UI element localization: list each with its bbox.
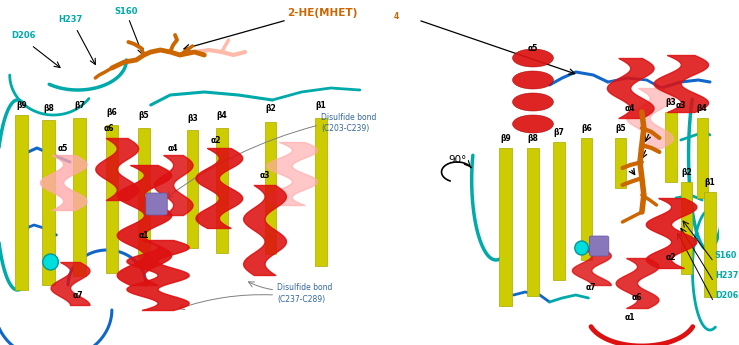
Text: α1: α1 [139, 230, 149, 239]
Text: β8: β8 [43, 104, 54, 112]
Bar [137, 128, 150, 266]
Text: β1: β1 [316, 100, 327, 109]
Text: α6: α6 [103, 124, 115, 132]
Text: β2: β2 [265, 104, 276, 112]
FancyBboxPatch shape [146, 193, 167, 215]
Text: Disulfide bond: Disulfide bond [277, 283, 333, 292]
Bar [216, 128, 228, 253]
Text: α5: α5 [528, 43, 538, 52]
Bar [106, 125, 118, 273]
Ellipse shape [513, 71, 554, 89]
Text: H237: H237 [715, 271, 738, 280]
Bar [554, 142, 565, 280]
Bar [665, 112, 677, 182]
Text: β7: β7 [554, 128, 565, 137]
Text: 90°: 90° [448, 155, 466, 165]
Text: β6: β6 [581, 124, 592, 132]
Text: 2-HE(MHET): 2-HE(MHET) [287, 8, 357, 18]
Bar [265, 122, 276, 254]
FancyBboxPatch shape [590, 236, 609, 256]
Text: α5: α5 [58, 144, 69, 152]
Text: α3: α3 [675, 100, 686, 109]
Text: S160: S160 [715, 251, 738, 260]
Text: (C203-C239): (C203-C239) [321, 124, 370, 133]
Bar [500, 148, 512, 306]
Text: α6: α6 [632, 294, 642, 303]
Bar [697, 118, 707, 198]
Bar [187, 130, 198, 248]
Ellipse shape [513, 49, 554, 67]
Text: β6: β6 [106, 108, 118, 117]
Text: α4: α4 [168, 144, 178, 152]
Bar [315, 118, 327, 266]
Text: β9: β9 [16, 100, 27, 109]
Text: 4: 4 [394, 12, 399, 21]
Bar [615, 138, 626, 188]
Text: α7: α7 [586, 284, 596, 293]
Text: D206: D206 [715, 291, 738, 300]
Text: α2: α2 [666, 254, 676, 263]
Text: β1: β1 [704, 177, 715, 187]
Text: α2: α2 [211, 136, 221, 145]
Text: β5: β5 [615, 124, 626, 132]
Text: β9: β9 [500, 134, 511, 142]
Text: Disulfide bond: Disulfide bond [321, 113, 376, 122]
Bar [15, 115, 28, 290]
Text: S160: S160 [115, 7, 138, 16]
Text: H237: H237 [58, 15, 83, 24]
Text: β4: β4 [697, 104, 707, 112]
Text: β5: β5 [139, 110, 149, 119]
Text: β2: β2 [681, 168, 692, 177]
Text: β8: β8 [528, 134, 539, 142]
Text: D206: D206 [12, 31, 36, 40]
Text: β4: β4 [217, 110, 227, 119]
Bar [42, 120, 55, 285]
Text: α7: α7 [72, 290, 83, 299]
Text: β7: β7 [75, 100, 85, 109]
Circle shape [575, 241, 588, 255]
Bar [527, 148, 539, 296]
Text: (C237-C289): (C237-C289) [277, 295, 325, 304]
Bar [704, 192, 716, 297]
Text: α1: α1 [625, 314, 636, 323]
Bar [73, 118, 86, 276]
Circle shape [43, 254, 58, 270]
Bar [681, 182, 692, 274]
Bar [581, 138, 592, 260]
Ellipse shape [513, 115, 554, 133]
Text: β3: β3 [187, 114, 198, 122]
Text: α3: α3 [259, 170, 270, 179]
Ellipse shape [513, 93, 554, 111]
Text: β3: β3 [666, 98, 676, 107]
Text: α4: α4 [625, 104, 636, 112]
